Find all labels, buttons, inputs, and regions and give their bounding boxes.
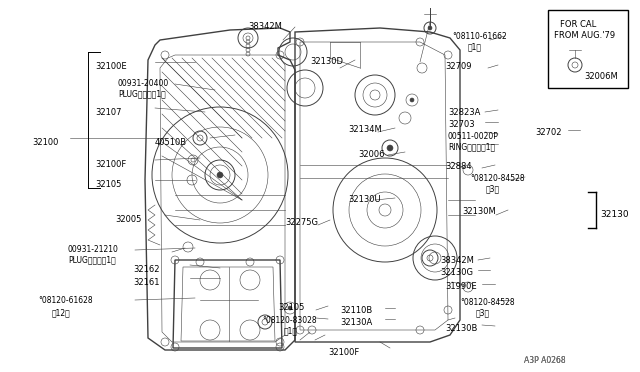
- Text: 32823A: 32823A: [448, 108, 481, 117]
- Text: FROM AUG.'79: FROM AUG.'79: [554, 31, 615, 40]
- Text: 32130B: 32130B: [445, 324, 477, 333]
- Text: °08110-61662: °08110-61662: [452, 32, 507, 41]
- Text: ＜12＞: ＜12＞: [52, 308, 71, 317]
- Text: 32702: 32702: [535, 128, 561, 137]
- Circle shape: [410, 98, 414, 102]
- Text: 00931-21210: 00931-21210: [68, 245, 119, 254]
- Text: °08120-83028: °08120-83028: [262, 316, 317, 325]
- Text: 32709: 32709: [445, 62, 472, 71]
- Text: 32110B: 32110B: [340, 306, 372, 315]
- Text: 00511-0020P: 00511-0020P: [448, 132, 499, 141]
- Text: （1）: （1）: [284, 326, 298, 335]
- Text: 32105: 32105: [95, 180, 122, 189]
- Text: 40510B: 40510B: [155, 138, 187, 147]
- Text: 00931-20400: 00931-20400: [118, 79, 169, 88]
- Circle shape: [387, 145, 393, 151]
- Text: 32100: 32100: [32, 138, 58, 147]
- Circle shape: [217, 172, 223, 178]
- Text: （1）: （1）: [468, 42, 482, 51]
- Text: 32006: 32006: [358, 150, 385, 159]
- Text: PLUGプラグ（1）: PLUGプラグ（1）: [118, 89, 166, 98]
- Text: 32130U: 32130U: [348, 195, 381, 204]
- Text: 38342M: 38342M: [440, 256, 474, 265]
- Text: 32100E: 32100E: [95, 62, 127, 71]
- Bar: [548, 10, 628, 88]
- Text: RINGリング（1）: RINGリング（1）: [448, 142, 495, 151]
- Text: 38342M: 38342M: [248, 22, 282, 31]
- Text: 31990E: 31990E: [445, 282, 477, 291]
- Text: 32006M: 32006M: [584, 72, 618, 81]
- Text: A3P A0268: A3P A0268: [524, 356, 566, 365]
- Text: 32884: 32884: [445, 162, 472, 171]
- Text: A3P A0268: A3P A0268: [524, 356, 566, 365]
- Text: 32005: 32005: [115, 215, 141, 224]
- Text: °08120-84528: °08120-84528: [470, 174, 525, 183]
- Text: 32275G: 32275G: [285, 218, 318, 227]
- Text: （3）: （3）: [476, 308, 490, 317]
- Text: 32130M: 32130M: [462, 207, 496, 216]
- Text: 32107: 32107: [95, 108, 122, 117]
- Circle shape: [288, 306, 292, 310]
- Text: 32134M: 32134M: [348, 125, 381, 134]
- Text: 32130A: 32130A: [340, 318, 372, 327]
- Text: 32162: 32162: [133, 265, 159, 274]
- Text: 32161: 32161: [133, 278, 159, 287]
- Text: 32105: 32105: [278, 303, 305, 312]
- Text: 32703: 32703: [448, 120, 475, 129]
- Text: 32100F: 32100F: [95, 160, 126, 169]
- Text: （3）: （3）: [486, 184, 500, 193]
- Circle shape: [428, 26, 432, 30]
- Text: °08120-61628: °08120-61628: [38, 296, 93, 305]
- Text: FOR CAL: FOR CAL: [560, 20, 596, 29]
- Text: °08120-84528: °08120-84528: [460, 298, 515, 307]
- Text: 32130: 32130: [600, 210, 628, 219]
- Text: PLUGプラグ（1）: PLUGプラグ（1）: [68, 255, 116, 264]
- Text: 32130D: 32130D: [310, 57, 343, 66]
- Text: 32100F: 32100F: [328, 348, 359, 357]
- Text: 32130G: 32130G: [440, 268, 473, 277]
